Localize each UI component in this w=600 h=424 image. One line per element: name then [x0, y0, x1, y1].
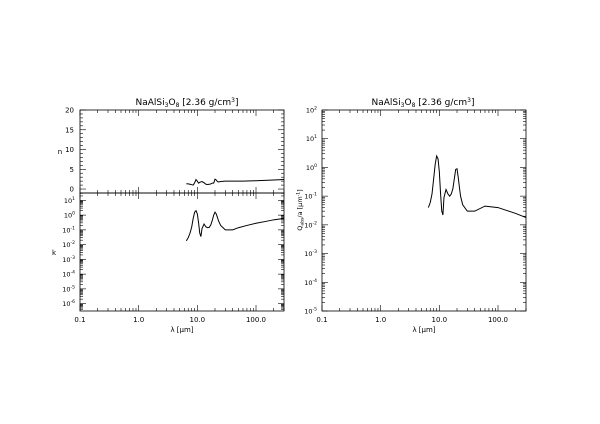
k-ytick-label: 101	[64, 196, 75, 205]
n-ytick-label: 20	[65, 107, 74, 115]
k-ytick-label: 10-3	[62, 255, 75, 264]
qabs-xtick-label: 10.0	[432, 316, 448, 324]
n-ytick-label: 10	[65, 146, 74, 154]
k-panel-frame	[79, 192, 285, 312]
qabs-ytick-label: 10-4	[304, 278, 317, 287]
k-ytick-label: 100	[64, 211, 75, 220]
qabs-ytick-label: 101	[306, 134, 317, 143]
qabs-panel-frame	[321, 109, 527, 312]
qabs-xtick-label: 1.0	[375, 316, 386, 324]
k-ytick-label: 10-5	[62, 284, 75, 293]
k-xtick-label: 10.0	[190, 316, 206, 324]
qabs-ytick-label: 10-5	[304, 307, 317, 316]
qabs-ylabel: Qabs/a [μm-1]	[296, 189, 306, 230]
qabs-ytick-label: 100	[306, 163, 317, 172]
k-xtick-label: 0.1	[74, 316, 85, 324]
k-ytick-label: 10-2	[62, 240, 75, 249]
right-title: NaAlSi3O8 [2.36 g/cm3]	[372, 97, 475, 109]
k-xtick-label: 100.0	[246, 316, 266, 324]
n-ytick-label: 15	[65, 126, 74, 134]
qabs-xlabel: λ [μm]	[412, 326, 435, 334]
qabs-ytick-label: 10-2	[304, 220, 317, 229]
left-title: NaAlSi3O8 [2.36 g/cm3]	[136, 97, 239, 109]
qabs-series-line	[427, 154, 527, 218]
k-ylabel: k	[52, 249, 57, 257]
n-ytick-label: 0	[70, 186, 74, 194]
k-ytick-label: 10-1	[62, 225, 75, 234]
qabs-xtick-label: 100.0	[488, 316, 508, 324]
k-xlabel: λ [μm]	[170, 326, 193, 334]
qabs-ytick-label: 102	[306, 106, 317, 115]
qabs-ytick-label: 10-3	[304, 249, 317, 258]
n-ylabel: n	[58, 148, 62, 156]
k-series-line	[185, 209, 285, 242]
qabs-xtick-label: 0.1	[316, 316, 327, 324]
n-ytick-label: 5	[70, 166, 74, 174]
n-series-line	[186, 178, 285, 186]
k-xtick-label: 1.0	[133, 316, 144, 324]
qabs-ytick-label: 10-1	[304, 192, 317, 201]
k-ytick-label: 10-6	[62, 299, 75, 308]
k-ytick-label: 10-4	[62, 270, 75, 279]
